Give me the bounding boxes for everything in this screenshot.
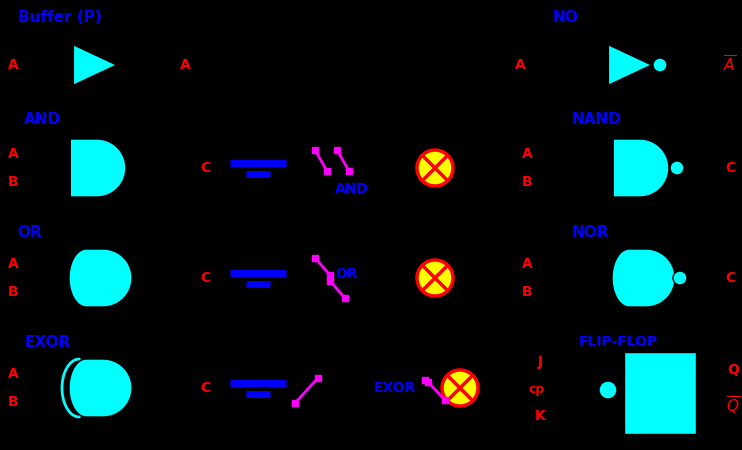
Polygon shape xyxy=(613,139,669,197)
Text: FLIP-FLOP: FLIP-FLOP xyxy=(578,335,657,349)
Text: B: B xyxy=(522,175,532,189)
Bar xyxy=(624,352,696,434)
Text: OR: OR xyxy=(335,267,358,281)
Polygon shape xyxy=(73,45,116,85)
Circle shape xyxy=(599,381,617,399)
Text: cp: cp xyxy=(529,383,545,396)
Polygon shape xyxy=(612,249,675,307)
Text: A: A xyxy=(180,58,191,72)
Circle shape xyxy=(653,58,667,72)
Text: A: A xyxy=(522,147,532,161)
Text: B: B xyxy=(7,395,19,409)
Text: $\overline{Q}$: $\overline{Q}$ xyxy=(726,395,740,417)
Text: A: A xyxy=(7,147,19,161)
Text: C: C xyxy=(200,161,210,175)
Circle shape xyxy=(417,150,453,186)
Text: C: C xyxy=(200,381,210,395)
Circle shape xyxy=(417,260,453,296)
Text: C: C xyxy=(725,271,735,285)
Text: AND: AND xyxy=(24,112,61,127)
Text: NO: NO xyxy=(552,10,578,25)
Text: OR: OR xyxy=(18,225,42,240)
Text: A: A xyxy=(7,367,19,381)
Text: Buffer (P): Buffer (P) xyxy=(18,10,102,25)
Text: J: J xyxy=(537,355,542,369)
Circle shape xyxy=(442,370,478,406)
Text: K: K xyxy=(535,409,545,423)
Text: A: A xyxy=(522,257,532,271)
Text: Q: Q xyxy=(727,363,739,377)
Polygon shape xyxy=(70,139,126,197)
Text: $\overline{A}$: $\overline{A}$ xyxy=(723,55,737,75)
Text: C: C xyxy=(200,271,210,285)
Text: EXOR: EXOR xyxy=(24,335,71,350)
Text: B: B xyxy=(7,285,19,299)
Text: NAND: NAND xyxy=(572,112,622,127)
Text: C: C xyxy=(725,161,735,175)
Polygon shape xyxy=(69,359,132,417)
Text: NOR: NOR xyxy=(571,225,608,240)
Text: A: A xyxy=(7,257,19,271)
Text: A: A xyxy=(515,58,525,72)
Text: B: B xyxy=(7,175,19,189)
Circle shape xyxy=(670,161,684,175)
Circle shape xyxy=(673,271,687,285)
Text: AND: AND xyxy=(335,182,369,196)
Text: B: B xyxy=(522,285,532,299)
Polygon shape xyxy=(69,249,132,307)
Polygon shape xyxy=(608,45,651,85)
Text: EXOR: EXOR xyxy=(374,381,416,395)
Text: A: A xyxy=(7,58,19,72)
